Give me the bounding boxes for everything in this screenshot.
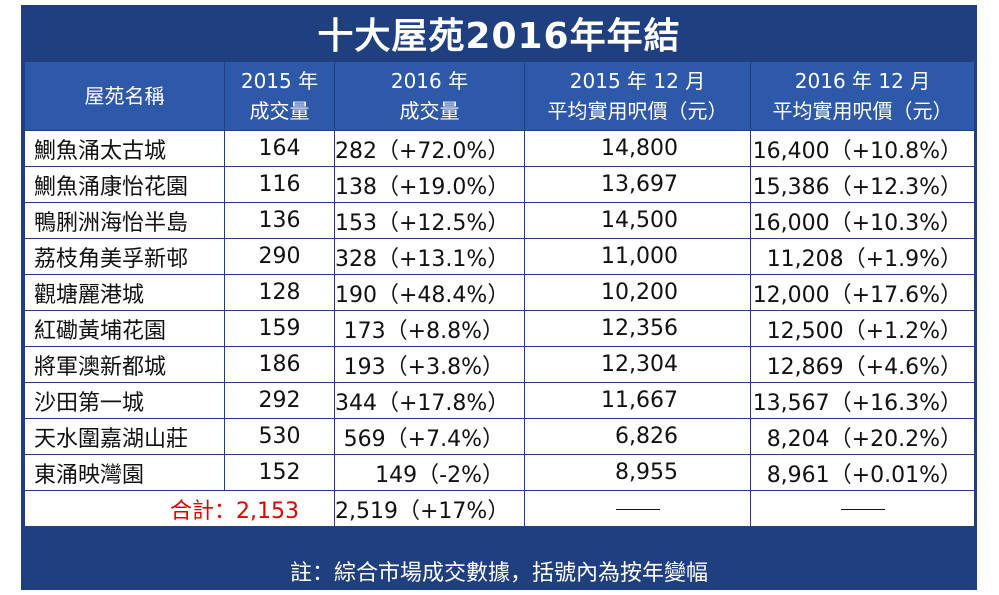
cell-vol2016: 193（+3.8%） — [334, 346, 525, 383]
cell-name: 鰂魚涌康怡花園 — [24, 166, 225, 203]
cell-price2015: 14,500 — [524, 202, 751, 239]
cell-vol2015: 186 — [224, 346, 335, 383]
total-vol2016: 2,519（+17%） — [334, 490, 525, 527]
cell-vol2016: 328（+13.1%） — [334, 238, 525, 275]
table-row: 紅磡黃埔花園 159 173（+8.8%） 12,356 12,500（+1.2… — [24, 310, 975, 347]
cell-price2016: 16,000（+10.3%） — [750, 202, 975, 239]
cell-name: 荔枝角美孚新邨 — [24, 238, 225, 275]
cell-price2015: 8,955 — [524, 454, 751, 491]
cell-vol2016: 138（+19.0%） — [334, 166, 525, 203]
cell-price2015: 14,800 — [524, 130, 751, 167]
cell-vol2015: 292 — [224, 382, 335, 419]
cell-price2016: 12,500（+1.2%） — [750, 310, 975, 347]
cell-name: 鴨脷洲海怡半島 — [24, 202, 225, 239]
cell-vol2015: 530 — [224, 418, 335, 455]
cell-price2016: 11,208（+1.9%） — [750, 238, 975, 275]
cell-price2016: 12,869（+4.6%） — [750, 346, 975, 383]
table-title: 十大屋苑2016年年結 — [317, 16, 681, 57]
dash-mark — [840, 508, 885, 510]
cell-price2016: 15,386（+12.3%） — [750, 166, 975, 203]
cell-price2015: 11,000 — [524, 238, 751, 275]
col-header-vol2015: 2015 年 成交量 — [224, 61, 335, 131]
cell-name: 紅磡黃埔花園 — [24, 310, 225, 347]
header-row: 屋苑名稱 2015 年 成交量 2016 年 成交量 2015 年 12 月 平… — [24, 61, 975, 131]
table-row: 天水圍嘉湖山莊 530 569（+7.4%） 6,826 8,204（+20.2… — [24, 418, 975, 455]
total-label: 合計：2,153 — [24, 490, 335, 527]
total-price2016-dash — [750, 490, 975, 527]
cell-vol2016: 153（+12.5%） — [334, 202, 525, 239]
table-row: 鰂魚涌康怡花園 116 138（+19.0%） 13,697 15,386（+1… — [24, 166, 975, 203]
cell-price2015: 12,356 — [524, 310, 751, 347]
col-header-price2015: 2015 年 12 月 平均實用呎價（元） — [524, 61, 751, 131]
footnote: 註：綜合市場成交數據，括號內為按年變幅 — [289, 560, 708, 586]
cell-price2015: 12,304 — [524, 346, 751, 383]
data-table: 屋苑名稱 2015 年 成交量 2016 年 成交量 2015 年 12 月 平… — [24, 61, 975, 527]
cell-price2016: 12,000（+17.6%） — [750, 274, 975, 311]
table-row: 東涌映灣園 152 149（-2%） 8,955 8,961（+0.01%） — [24, 454, 975, 491]
cell-price2015: 10,200 — [524, 274, 751, 311]
cell-vol2015: 128 — [224, 274, 335, 311]
cell-vol2015: 164 — [224, 130, 335, 167]
cell-vol2015: 152 — [224, 454, 335, 491]
cell-vol2015: 116 — [224, 166, 335, 203]
cell-vol2016: 190（+48.4%） — [334, 274, 525, 311]
cell-name: 東涌映灣園 — [24, 454, 225, 491]
cell-vol2016: 569（+7.4%） — [334, 418, 525, 455]
cell-name: 鰂魚涌太古城 — [24, 130, 225, 167]
cell-name: 觀塘麗港城 — [24, 274, 225, 311]
cell-price2016: 8,961（+0.01%） — [750, 454, 975, 491]
col-header-price2016: 2016 年 12 月 平均實用呎價（元） — [750, 61, 975, 131]
col-header-vol2016: 2016 年 成交量 — [334, 61, 525, 131]
dash-mark — [615, 508, 660, 510]
total-price2015-dash — [524, 490, 751, 527]
cell-price2016: 16,400（+10.8%） — [750, 130, 975, 167]
table-row: 鰂魚涌太古城 164 282（+72.0%） 14,800 16,400（+10… — [24, 130, 975, 167]
cell-name: 天水圍嘉湖山莊 — [24, 418, 225, 455]
cell-vol2016: 149（-2%） — [334, 454, 525, 491]
table-row: 沙田第一城 292 344（+17.8%） 11,667 13,567（+16.… — [24, 382, 975, 419]
table-row: 鴨脷洲海怡半島 136 153（+12.5%） 14,500 16,000（+1… — [24, 202, 975, 239]
cell-vol2016: 344（+17.8%） — [334, 382, 525, 419]
cell-vol2016: 173（+8.8%） — [334, 310, 525, 347]
cell-price2015: 6,826 — [524, 418, 751, 455]
table-row: 將軍澳新都城 186 193（+3.8%） 12,304 12,869（+4.6… — [24, 346, 975, 383]
cell-price2016: 8,204（+20.2%） — [750, 418, 975, 455]
cell-name: 沙田第一城 — [24, 382, 225, 419]
col-header-name: 屋苑名稱 — [24, 61, 225, 131]
table-row: 荔枝角美孚新邨 290 328（+13.1%） 11,000 11,208（+1… — [24, 238, 975, 275]
cell-price2015: 11,667 — [524, 382, 751, 419]
cell-vol2015: 136 — [224, 202, 335, 239]
table-frame: 十大屋苑2016年年結 屋苑名稱 2015 年 成交量 2016 年 成交量 — [21, 5, 977, 590]
cell-price2015: 13,697 — [524, 166, 751, 203]
cell-vol2015: 290 — [224, 238, 335, 275]
cell-vol2015: 159 — [224, 310, 335, 347]
total-row: 合計：2,153 2,519（+17%） — [24, 490, 975, 527]
cell-price2016: 13,567（+16.3%） — [750, 382, 975, 419]
table-row: 觀塘麗港城 128 190（+48.4%） 10,200 12,000（+17.… — [24, 274, 975, 311]
cell-vol2016: 282（+72.0%） — [334, 130, 525, 167]
cell-name: 將軍澳新都城 — [24, 346, 225, 383]
